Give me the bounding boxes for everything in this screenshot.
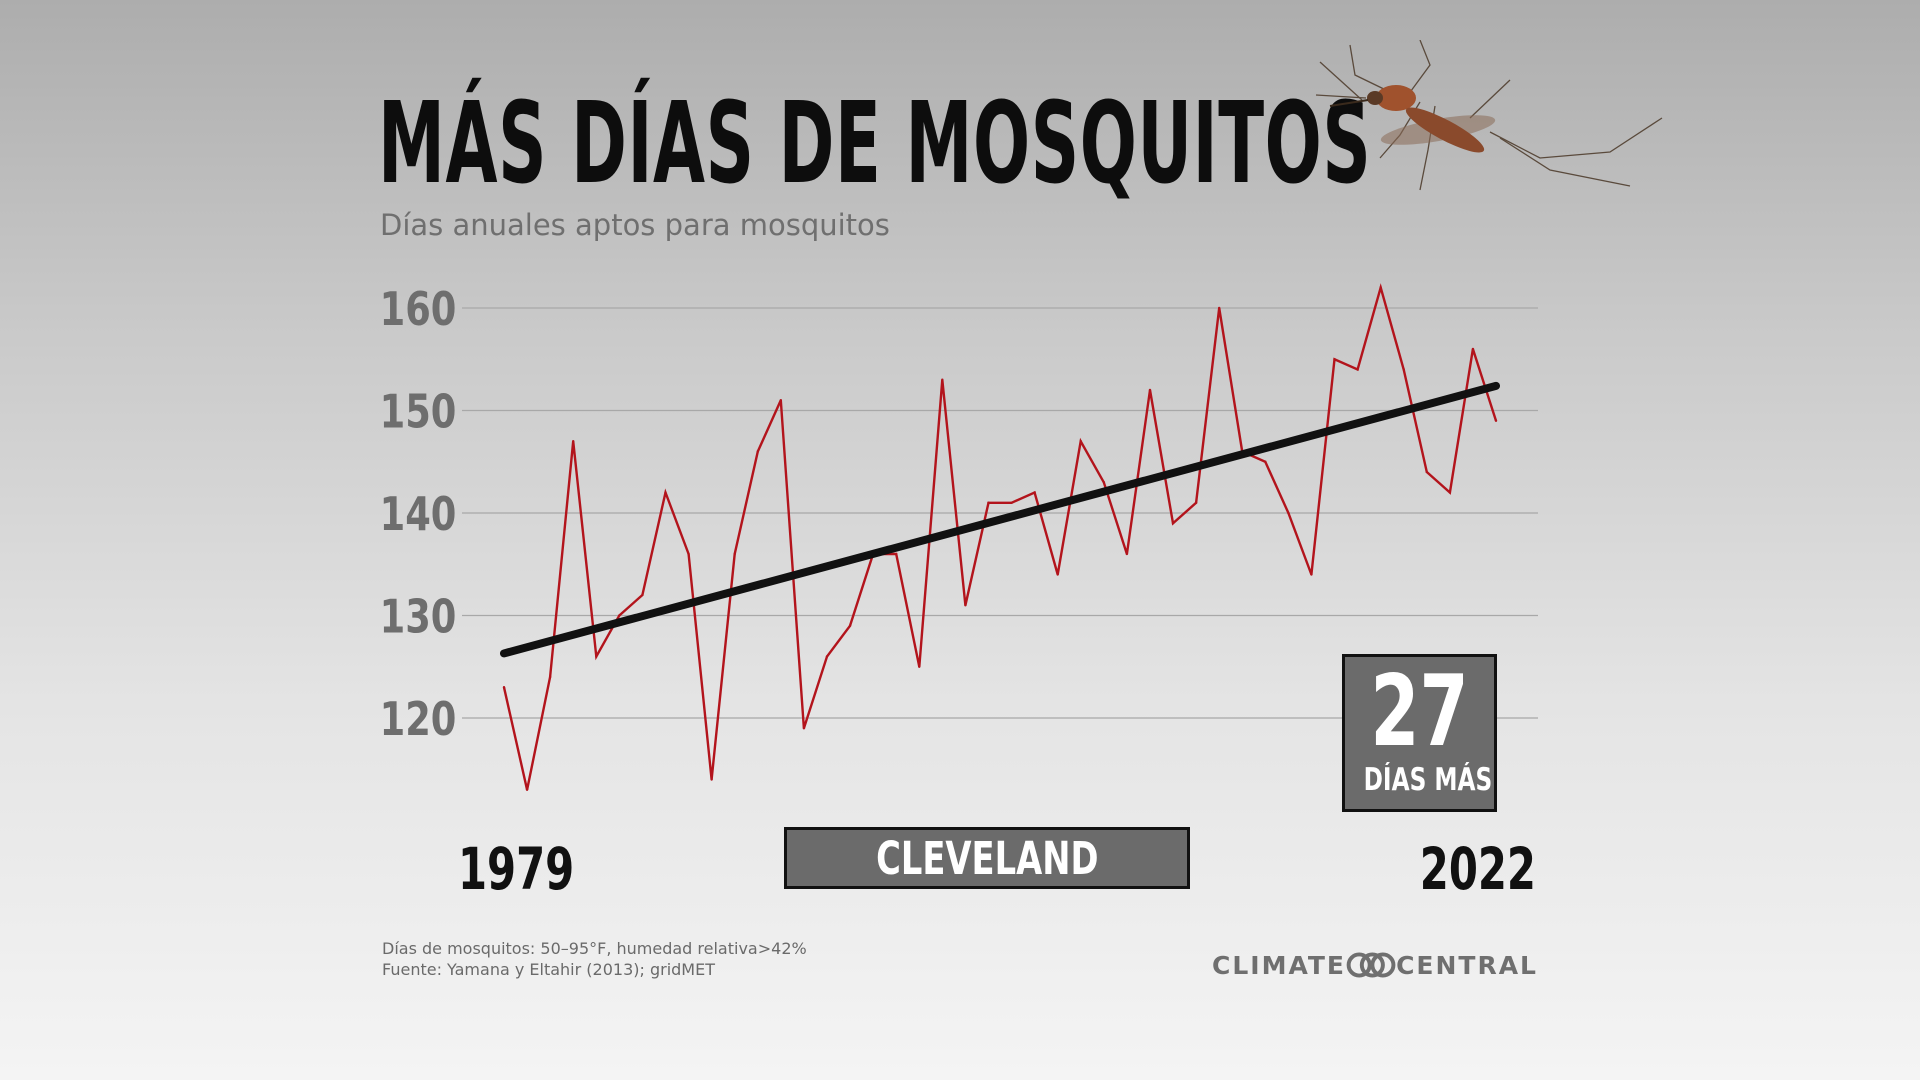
data-point-2018	[1402, 368, 1405, 371]
data-point-2020	[1448, 491, 1452, 494]
chart-subtitle: Días anuales aptos para mosquitos	[380, 208, 890, 242]
city-label: CLEVELAND	[875, 831, 1099, 885]
data-point-1991	[779, 399, 783, 402]
data-point-2009	[1194, 501, 1198, 504]
data-point-1987	[687, 552, 690, 556]
definition-note: Días de mosquitos: 50–95°F, humedad rela…	[382, 939, 807, 958]
source-note: Fuente: Yamana y Eltahir (2013); gridMET	[382, 960, 715, 979]
data-point-2012	[1264, 460, 1267, 463]
data-point-2019	[1425, 470, 1428, 474]
increase-value: 27	[1370, 655, 1469, 769]
data-point-2017	[1379, 286, 1382, 289]
trend-line-group	[500, 381, 1500, 658]
chart-title: MÁS DÍAS DE MOSQUITOS	[378, 79, 1372, 209]
end-year-label: 2022	[1419, 835, 1536, 903]
data-point-1981	[548, 675, 552, 679]
data-point-1979	[502, 686, 506, 689]
gridlines	[462, 307, 1538, 719]
data-point-2004	[1079, 440, 1082, 443]
series-lines	[502, 283, 1498, 791]
data-point-2021	[1471, 347, 1475, 351]
data-point-2013	[1287, 511, 1290, 515]
data-point-2022	[1494, 419, 1498, 422]
data-point-2007	[1148, 388, 1152, 392]
increase-badge: 27 DÍAS MÁS	[1342, 654, 1497, 812]
data-point-1988	[710, 778, 713, 781]
y-tick-label-160: 160	[380, 282, 457, 336]
data-point-2014	[1310, 573, 1313, 576]
increase-label: DÍAS MÁS	[1363, 762, 1493, 798]
data-point-1984	[618, 614, 621, 617]
data-point-1986	[664, 491, 667, 494]
data-point-1980	[525, 788, 529, 791]
data-point-1990	[756, 450, 759, 453]
city-label-box: CLEVELAND	[784, 827, 1190, 889]
data-point-1998	[941, 378, 944, 381]
series-line-0	[502, 283, 1498, 791]
data-point-1985	[641, 593, 644, 597]
data-point-1992	[802, 727, 806, 730]
logo-rings-icon	[1346, 952, 1396, 978]
data-point-1993	[825, 655, 829, 658]
start-year-label: 1979	[458, 835, 575, 903]
y-tick-label-120: 120	[380, 692, 457, 746]
mosquito-illustration	[1315, 40, 1663, 191]
climate-central-logo: CLIMATE CENTRAL	[1212, 943, 1538, 987]
y-tick-label-130: 130	[380, 589, 457, 643]
data-point-2006	[1125, 552, 1129, 556]
data-point-2003	[1056, 573, 1059, 576]
data-point-2015	[1333, 358, 1336, 361]
y-tick-label-150: 150	[380, 384, 457, 438]
logo-word-left: CLIMATE	[1212, 950, 1346, 980]
data-point-2002	[1033, 491, 1036, 494]
trend-line	[500, 381, 1500, 658]
data-point-2008	[1171, 522, 1175, 525]
data-point-2001	[1010, 501, 1013, 504]
data-point-1997	[918, 665, 921, 668]
data-point-2010	[1217, 306, 1221, 310]
y-axis-ticks: 120 130 140 150 160	[380, 282, 457, 746]
data-point-1983	[595, 655, 598, 658]
data-point-2005	[1102, 481, 1106, 484]
data-point-1982	[572, 440, 575, 443]
data-point-1999	[964, 604, 967, 607]
y-tick-label-140: 140	[380, 487, 457, 541]
data-point-1994	[848, 624, 852, 627]
data-point-1996	[894, 552, 898, 556]
data-point-2016	[1356, 368, 1359, 371]
data-point-1989	[733, 552, 736, 556]
data-point-2000	[987, 501, 990, 504]
logo-word-right: CENTRAL	[1396, 950, 1538, 980]
